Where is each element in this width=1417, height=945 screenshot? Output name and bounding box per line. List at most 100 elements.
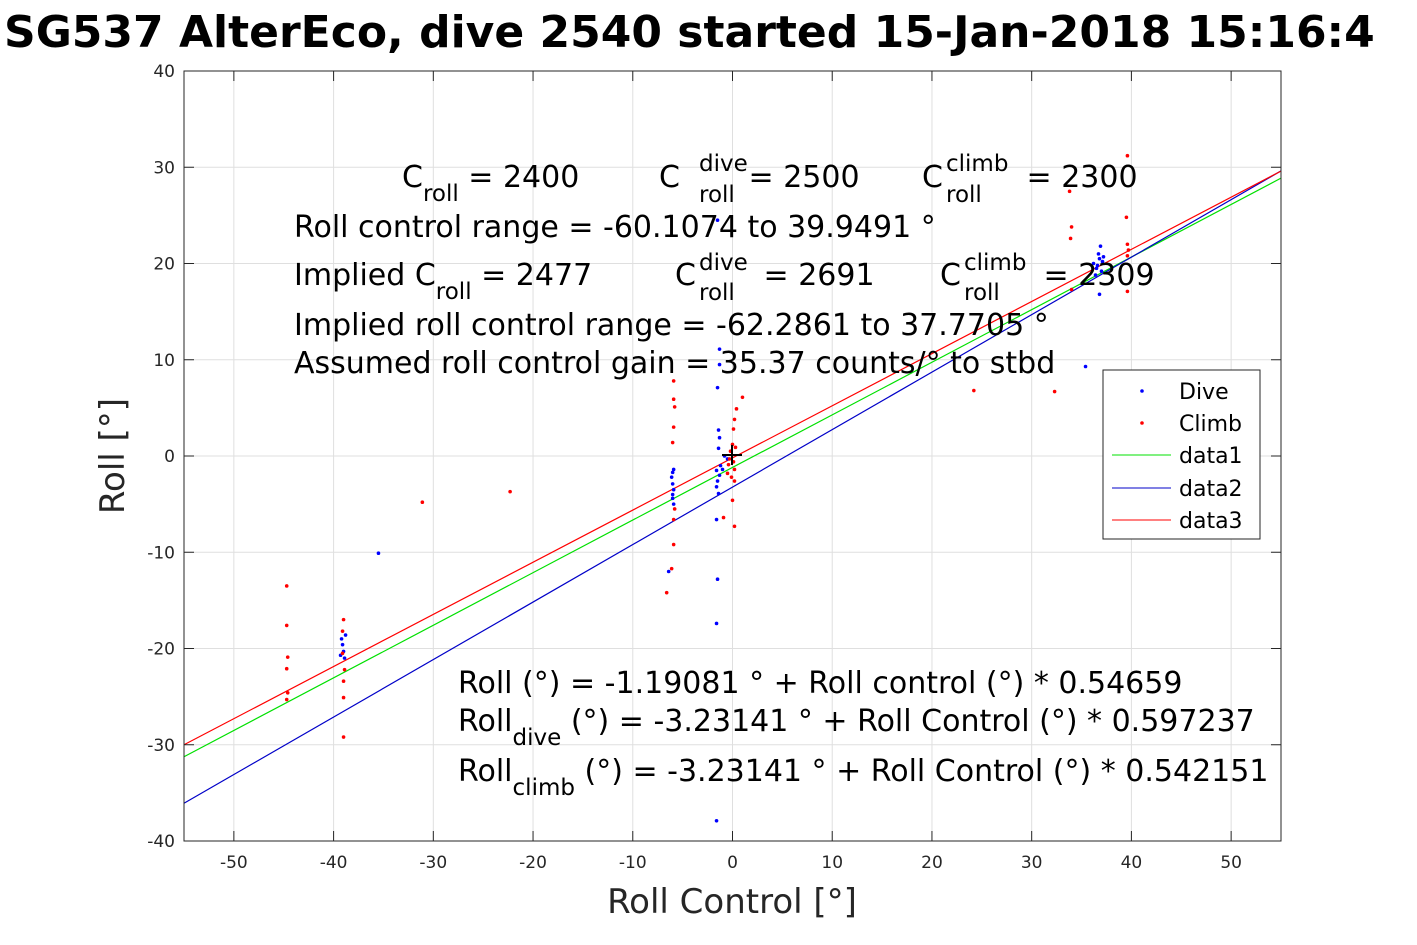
point-climb (1067, 189, 1072, 194)
point-dive (670, 470, 675, 475)
x-tick-label: 0 (727, 853, 738, 873)
point-climb (671, 397, 676, 402)
point-climb (730, 498, 735, 503)
point-climb (729, 475, 734, 479)
point-climb (342, 667, 347, 672)
origin-marker (722, 445, 742, 465)
legend-climb-swatch (1140, 421, 1144, 425)
point-climb (727, 457, 732, 461)
point-dive (670, 492, 675, 497)
point-dive (1093, 273, 1098, 277)
point-climb (671, 425, 676, 429)
point-dive (376, 551, 381, 556)
point-climb (341, 679, 346, 684)
point-climb (1069, 225, 1074, 229)
x-tick-label: -40 (320, 853, 348, 873)
point-climb (284, 697, 289, 702)
x-tick-label: -50 (220, 853, 248, 873)
point-climb (284, 623, 289, 628)
point-dive (717, 362, 722, 367)
point-dive (714, 621, 719, 626)
y-tick-label: 40 (153, 62, 175, 82)
point-climb (672, 507, 677, 511)
point-climb (972, 388, 976, 393)
point-climb (671, 517, 676, 522)
point-dive (666, 569, 671, 574)
point-dive (1100, 259, 1105, 264)
x-tick-label: -30 (419, 853, 447, 873)
point-dive (669, 475, 674, 479)
point-climb (733, 445, 738, 450)
point-climb (341, 735, 346, 739)
point-dive (714, 517, 719, 522)
point-climb (285, 655, 290, 659)
annotation-eq3: Rollclimb (°) = -3.23141 ° + Roll Contro… (458, 754, 1268, 801)
point-dive (339, 637, 344, 641)
y-tick-label: -40 (147, 832, 175, 852)
point-climb (284, 666, 289, 671)
point-dive (717, 347, 722, 351)
point-dive (671, 502, 676, 506)
point-dive (342, 656, 347, 660)
x-tick-label: 10 (821, 853, 843, 873)
point-climb (284, 584, 289, 588)
point-dive (715, 385, 720, 390)
point-climb (420, 500, 425, 505)
point-dive (670, 496, 675, 501)
point-climb (1125, 254, 1130, 258)
point-climb (740, 395, 745, 400)
x-tick-label: 20 (921, 853, 943, 873)
annotation-implied-c-roll: Implied Croll = 2477 (294, 258, 592, 305)
point-climb (1125, 153, 1130, 158)
point-dive (716, 491, 721, 496)
point-dive (715, 218, 720, 222)
annotation-gain: Assumed roll control gain = 35.37 counts… (294, 346, 1055, 381)
annotation-implied-range: Implied roll control range = -62.2861 to… (294, 308, 1049, 343)
series-line-data1 (183, 177, 1282, 758)
point-dive (1101, 254, 1106, 259)
point-climb (669, 566, 674, 571)
legend-data2-label: data2 (1179, 477, 1243, 502)
point-climb (340, 651, 345, 656)
point-dive (718, 463, 723, 468)
point-dive (1098, 244, 1103, 248)
legend-data3-label: data3 (1179, 509, 1243, 534)
point-dive (716, 446, 721, 451)
x-tick-label: 30 (1021, 853, 1043, 873)
point-climb (1125, 242, 1130, 247)
point-climb (1126, 248, 1131, 252)
point-climb (508, 489, 512, 494)
point-climb (732, 479, 737, 483)
point-dive (717, 435, 722, 440)
point-climb (1125, 289, 1130, 294)
legend-dive-label: Dive (1179, 380, 1229, 405)
point-dive (1097, 256, 1102, 261)
point-climb (725, 471, 730, 476)
point-dive (1099, 269, 1104, 274)
ticks: -50 -40 -30 -20 -10 0 10 20 30 40 50 -40 -30 -20 -10 0 1… (147, 62, 1281, 873)
x-tick-label: -10 (619, 853, 647, 873)
annotation-range: Roll control range = -60.1074 to 39.9491… (294, 210, 936, 245)
point-dive (715, 479, 720, 483)
legend-climb-label: Climb (1179, 412, 1242, 437)
point-climb (732, 417, 737, 422)
point-dive (670, 482, 675, 486)
point-dive (716, 428, 721, 432)
point-dive (720, 467, 725, 472)
series-line-data2 (183, 170, 1282, 804)
y-tick-label: -10 (147, 543, 175, 563)
legend: Dive Climb data1 data2 data3 (1102, 369, 1261, 540)
point-climb (671, 542, 676, 547)
point-climb (664, 590, 669, 595)
point-dive (1095, 263, 1100, 268)
annotation-eq1: Roll (°) = -1.19081 ° + Roll control (°)… (458, 666, 1182, 701)
legend-dive-swatch (1140, 389, 1144, 393)
point-dive (714, 485, 719, 489)
point-climb (671, 379, 676, 383)
point-climb (1069, 287, 1074, 292)
